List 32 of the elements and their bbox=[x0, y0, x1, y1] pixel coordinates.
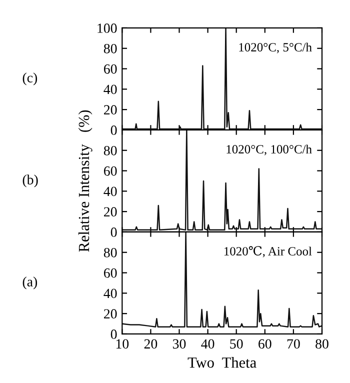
text: (b) bbox=[22, 174, 38, 188]
y-tick-label: 60 bbox=[104, 268, 117, 278]
y-tick-label: 0 bbox=[110, 330, 117, 339]
x-tick-label: 60 bbox=[258, 339, 272, 349]
y-tick-label: 60 bbox=[104, 64, 117, 74]
x-tick-label: 50 bbox=[230, 339, 243, 349]
y-tick-label: 20 bbox=[104, 309, 117, 319]
annotation: 1020°C, 5°C/h bbox=[239, 42, 312, 54]
y-tick-label: 20 bbox=[104, 105, 117, 115]
y-tick-label: 20 bbox=[104, 207, 117, 217]
x-axis-title: Two Theta bbox=[188, 356, 256, 368]
x-tick-label: 30 bbox=[172, 339, 186, 349]
y-tick-label: 80 bbox=[104, 248, 117, 258]
y-axis-title: Relative Intensity (%) bbox=[78, 110, 92, 252]
text: (c) bbox=[22, 72, 38, 86]
y-tick-label: 40 bbox=[104, 288, 117, 298]
annotation: 1020°C, 100°C/h bbox=[226, 144, 312, 156]
y-tick-label: 40 bbox=[104, 84, 117, 94]
y-tick-label: 80 bbox=[104, 146, 117, 156]
x-tick-label: 80 bbox=[316, 339, 328, 349]
y-tick-label: 100 bbox=[98, 24, 117, 33]
text: (a) bbox=[22, 276, 38, 290]
x-tick-label: 10 bbox=[116, 339, 129, 349]
y-tick-label: 0 bbox=[110, 228, 117, 237]
x-tick-label: 40 bbox=[201, 339, 214, 349]
x-tick-label: 70 bbox=[287, 339, 300, 349]
y-tick-label: 80 bbox=[104, 44, 117, 54]
x-tick-label: 20 bbox=[144, 339, 158, 349]
y-tick-label: 0 bbox=[110, 126, 117, 135]
y-tick-label: 60 bbox=[104, 166, 117, 176]
y-tick-label: 40 bbox=[104, 186, 117, 196]
annotation: 1020℃, Air Cool bbox=[224, 246, 312, 258]
